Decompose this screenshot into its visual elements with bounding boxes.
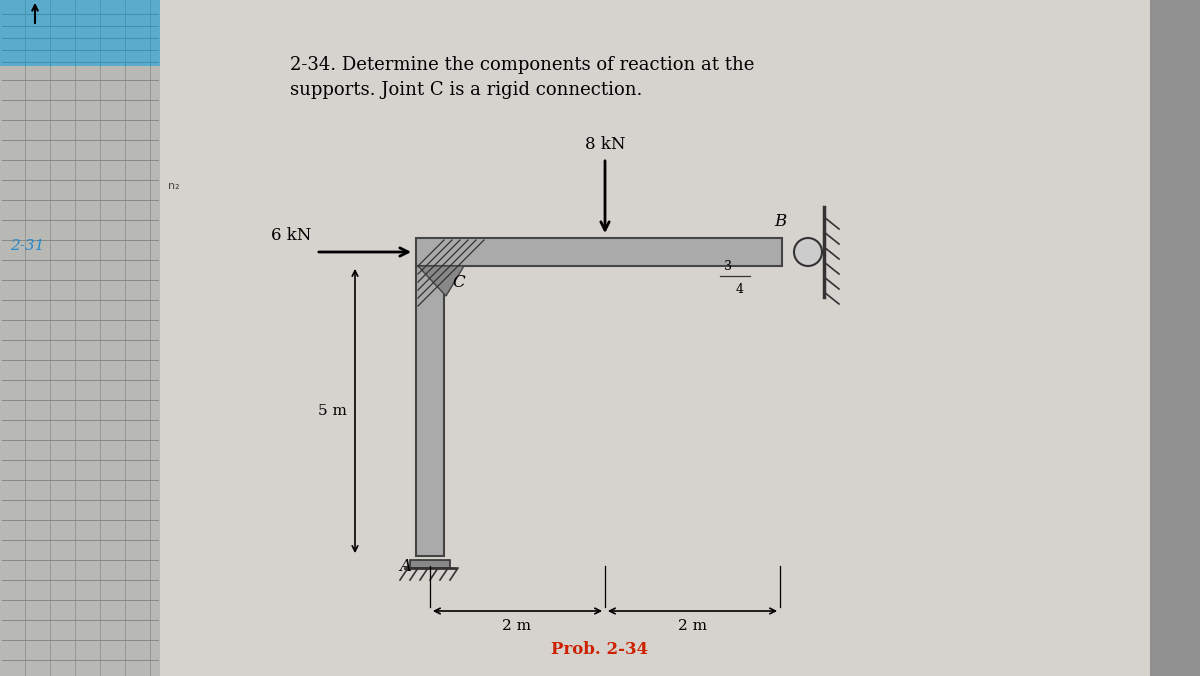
Bar (0, 0, 160, 676)
Circle shape (794, 238, 822, 266)
Text: 2-31: 2-31 (10, 239, 44, 253)
Text: 2-34. Determine the components of reaction at the: 2-34. Determine the components of reacti… (290, 56, 755, 74)
Bar (416, 266, 444, 556)
Text: 2 m: 2 m (678, 619, 707, 633)
Text: 8 kN: 8 kN (584, 136, 625, 153)
Bar (0, 0, 160, 66)
Bar (410, 560, 450, 568)
Polygon shape (418, 266, 464, 296)
Text: 6 kN: 6 kN (271, 227, 311, 244)
Text: 4: 4 (736, 283, 744, 296)
Text: C: C (452, 274, 464, 291)
Text: supports. Joint C is a rigid connection.: supports. Joint C is a rigid connection. (290, 81, 642, 99)
Text: A: A (398, 558, 410, 575)
Text: n₂: n₂ (168, 181, 180, 191)
Bar (1150, 0, 1200, 676)
Text: 2 m: 2 m (503, 619, 532, 633)
Text: B: B (774, 213, 786, 230)
Text: Prob. 2-34: Prob. 2-34 (552, 641, 648, 658)
Text: 5 m: 5 m (318, 404, 347, 418)
Bar (416, 238, 782, 266)
Text: 3: 3 (724, 260, 732, 273)
